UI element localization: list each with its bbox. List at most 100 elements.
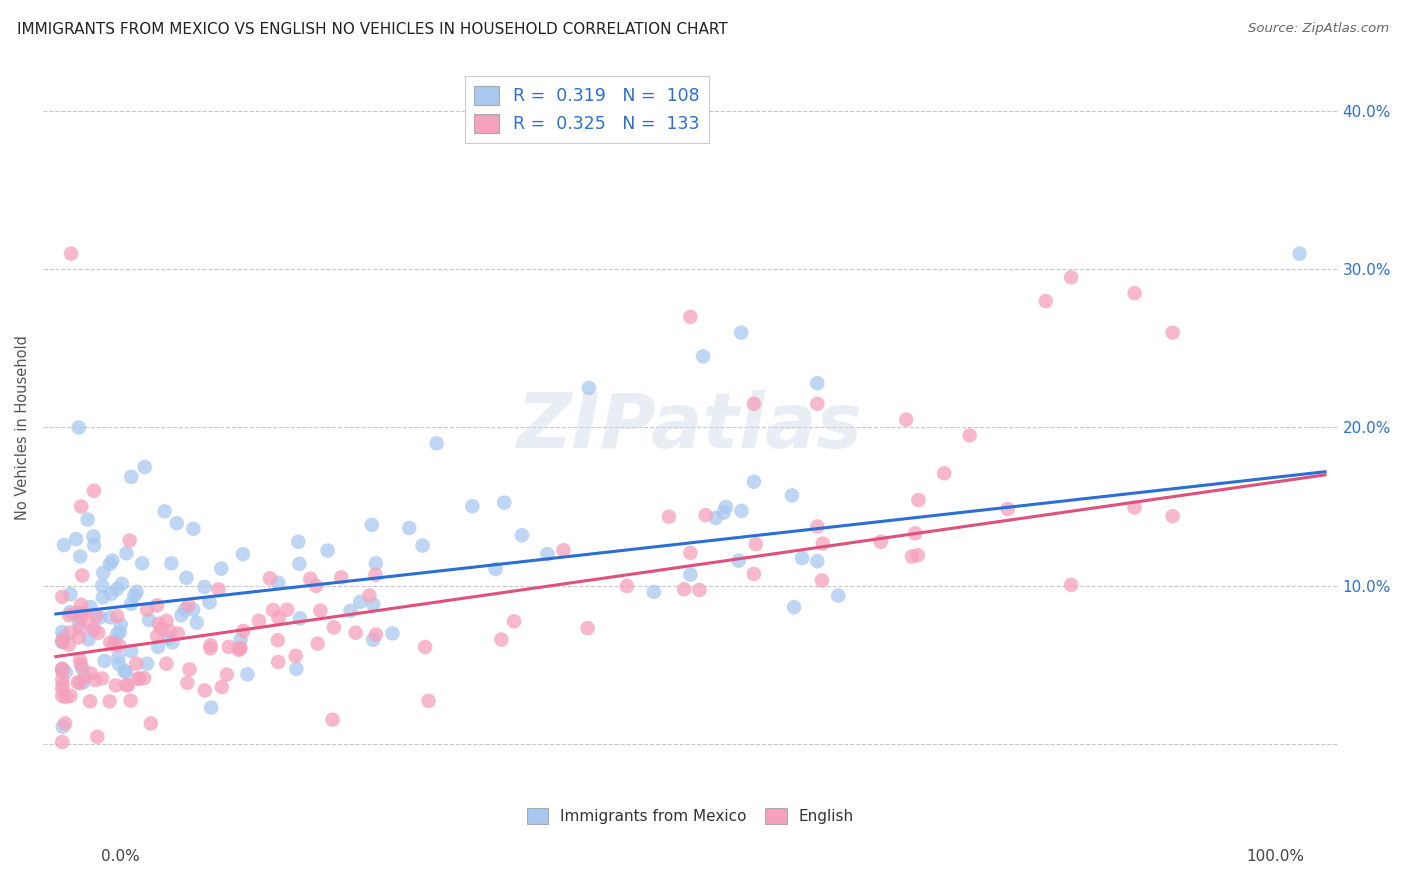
Point [322, 620, 344, 634]
Point [806, 376, 828, 391]
Point [321, 713, 343, 727]
Point [69, 653, 91, 667]
Point [146, 640, 169, 654]
Point [51, 689, 73, 703]
Text: ZIPatlas: ZIPatlas [517, 391, 863, 465]
Point [100, 586, 122, 600]
Point [108, 638, 131, 652]
Point [288, 557, 311, 571]
Point [91, 579, 114, 593]
Point [398, 521, 420, 535]
Point [806, 554, 828, 568]
Point [679, 546, 702, 560]
Point [181, 602, 204, 616]
Point [128, 672, 150, 686]
Point [503, 615, 526, 629]
Point [89, 610, 111, 624]
Point [727, 554, 749, 568]
Point [207, 582, 229, 597]
Point [714, 500, 737, 514]
Point [194, 683, 217, 698]
Point [418, 694, 440, 708]
Point [159, 624, 181, 639]
Point [267, 655, 290, 669]
Point [827, 589, 849, 603]
Point [79, 694, 101, 708]
Point [811, 536, 834, 550]
Point [287, 534, 309, 549]
Point [98, 694, 121, 708]
Point [316, 543, 339, 558]
Point [276, 602, 298, 616]
Point [616, 579, 638, 593]
Point [806, 519, 828, 533]
Point [643, 585, 665, 599]
Point [904, 526, 927, 541]
Point [1161, 326, 1184, 340]
Point [53, 716, 76, 731]
Point [360, 517, 382, 532]
Point [228, 642, 250, 657]
Point [215, 667, 238, 681]
Point [72, 662, 94, 676]
Point [98, 635, 121, 649]
Point [742, 475, 765, 489]
Point [177, 599, 200, 613]
Point [93, 654, 115, 668]
Point [869, 534, 891, 549]
Point [124, 589, 146, 603]
Point [115, 678, 138, 692]
Point [730, 326, 752, 340]
Point [155, 614, 177, 628]
Point [959, 428, 981, 442]
Point [679, 567, 702, 582]
Point [51, 625, 73, 640]
Point [146, 629, 169, 643]
Point [288, 611, 311, 625]
Point [934, 467, 956, 481]
Point [120, 644, 142, 658]
Point [176, 571, 198, 585]
Point [115, 546, 138, 560]
Point [69, 621, 91, 635]
Point [58, 638, 80, 652]
Point [284, 648, 307, 663]
Point [510, 528, 533, 542]
Text: Source: ZipAtlas.com: Source: ZipAtlas.com [1249, 22, 1389, 36]
Point [51, 635, 73, 649]
Point [59, 605, 82, 619]
Point [59, 587, 82, 601]
Point [344, 625, 367, 640]
Point [83, 538, 105, 552]
Point [742, 566, 765, 581]
Point [155, 657, 177, 671]
Point [51, 590, 73, 604]
Point [112, 664, 135, 678]
Point [673, 582, 696, 597]
Point [695, 508, 717, 523]
Point [148, 616, 170, 631]
Text: IMMIGRANTS FROM MEXICO VS ENGLISH NO VEHICLES IN HOUSEHOLD CORRELATION CHART: IMMIGRANTS FROM MEXICO VS ENGLISH NO VEH… [17, 22, 728, 37]
Point [200, 638, 222, 652]
Point [86, 730, 108, 744]
Point [183, 522, 205, 536]
Point [52, 678, 75, 692]
Point [160, 556, 183, 570]
Point [894, 412, 917, 426]
Point [536, 547, 558, 561]
Point [118, 533, 141, 548]
Point [51, 672, 73, 686]
Point [364, 567, 387, 582]
Point [299, 572, 322, 586]
Point [232, 624, 254, 638]
Text: 0.0%: 0.0% [101, 849, 141, 864]
Point [200, 641, 222, 656]
Point [412, 539, 434, 553]
Point [704, 511, 727, 525]
Point [69, 549, 91, 564]
Point [52, 634, 75, 648]
Point [1060, 270, 1083, 285]
Point [361, 598, 384, 612]
Point [125, 585, 148, 599]
Point [236, 667, 259, 681]
